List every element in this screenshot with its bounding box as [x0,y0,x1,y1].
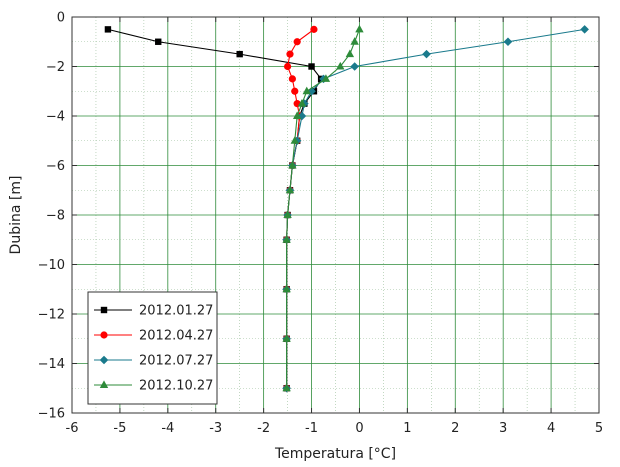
y-tick-labels: 0 −2 −4 −6 −8 −10 −12 −14 −16 [38,11,65,422]
x-tick-labels: -6 -5 -4 -3 -2 -1 0 1 2 3 4 5 [66,421,604,436]
data-point [290,136,299,144]
y-tick-label: 0 [57,11,65,26]
legend-marker [99,380,109,388]
legend-item: 2012.04.27 [94,329,213,344]
x-tick-label: -5 [113,421,126,436]
data-point [288,75,296,83]
legend-marker [100,331,108,339]
x-tick-label: 1 [403,421,411,436]
y-tick-label: −12 [38,308,65,323]
series-layer [104,24,589,393]
x-axis-title: Temperatura [°C] [274,446,396,462]
y-tick-label: −16 [38,407,65,422]
data-point [104,26,112,33]
x-tick-label: -4 [161,421,174,436]
data-point [336,61,345,70]
x-tick-label: 2 [451,421,459,436]
legend-item: 2012.07.27 [94,354,213,369]
data-point [345,49,355,58]
data-point [236,50,243,58]
x-tick-label: -3 [209,421,222,436]
y-tick-label: −2 [46,60,65,75]
legend-label: 2012.04.27 [139,329,213,344]
x-tick-label: 5 [595,421,603,436]
legend-item: 2012.01.27 [94,304,213,319]
data-point [310,25,318,33]
data-point [350,37,359,45]
x-tick-label: -6 [66,421,79,436]
data-point [291,87,299,95]
x-tick-label: 4 [547,421,555,436]
legend-marker [100,306,108,314]
y-tick-label: −6 [46,159,65,174]
legend-marker [99,355,109,365]
legend-label: 2012.10.27 [139,379,213,394]
data-point [355,24,364,33]
data-point [282,284,291,293]
data-point [302,86,311,95]
data-point [285,185,295,194]
series-4 [282,24,364,392]
data-point [282,235,291,243]
data-point [308,63,315,70]
data-point [293,38,301,46]
legend-label: 2012.07.27 [139,354,213,369]
data-point [297,99,307,107]
data-point [288,160,297,169]
data-point [282,383,291,392]
y-tick-label: −10 [38,258,65,273]
y-axis-title: Dubina [m] [8,176,24,255]
legend-label: 2012.01.27 [139,304,213,319]
data-point [155,38,162,45]
legend-item: 2012.10.27 [94,379,213,394]
data-point [292,111,302,119]
data-point [350,62,359,71]
data-point [283,210,292,218]
data-point [503,37,513,47]
legend: 2012.01.27 2012.04.27 2012.07.27 2012.10.27 [87,291,218,405]
series-line [286,28,315,389]
x-tick-label: -1 [305,421,318,436]
x-tick-label: 3 [499,421,507,436]
data-point [580,25,589,34]
data-point [283,62,292,71]
y-tick-label: −14 [38,357,65,372]
data-point [422,49,431,59]
y-tick-label: −4 [46,110,65,125]
axis-ticks [71,16,600,414]
data-point [286,50,294,58]
data-point [282,334,291,342]
x-tick-label: -2 [257,421,270,436]
y-tick-label: −8 [46,209,65,224]
x-tick-label: 0 [355,421,363,436]
data-point [321,74,331,82]
series-line [286,29,360,389]
series-line [286,28,585,389]
